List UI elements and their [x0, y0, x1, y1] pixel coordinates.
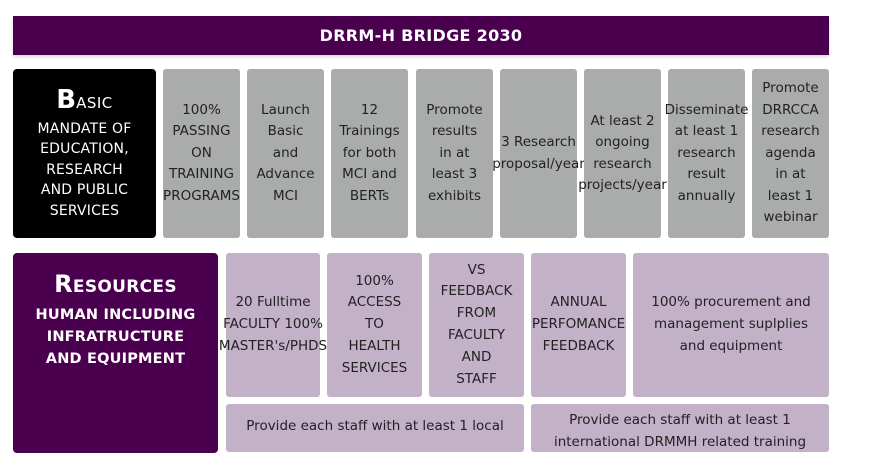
- basic-mandate-subtitle-line: MANDATE OF: [37, 120, 132, 137]
- resource-card-text: VS FEEDBACK FROM FACULTY AND STAFF: [440, 261, 513, 387]
- basic-card-trainings: 12 Trainings for both MCI and BERTs: [331, 69, 408, 238]
- resources-subtitle-line: INFRATRUCTURE: [46, 329, 185, 345]
- resource-card-procurement: 100% procurement and management suplplie…: [633, 253, 829, 397]
- resources-heading-rest: ESOURCES: [72, 277, 177, 297]
- resource-card-local-training: Provide each staff with at least 1 local: [226, 404, 524, 452]
- basic-card-text: Launch Basic and Advance MCI: [256, 101, 315, 204]
- resources-subtitle-line: AND EQUIPMENT: [45, 351, 186, 367]
- basic-card-text: Promote DRRCCA research agenda in at lea…: [761, 80, 820, 226]
- basic-mandate-heading-rest: ASIC: [76, 93, 113, 112]
- basic-card-text: 3 Research proposal/year: [492, 134, 585, 172]
- resource-card-health-access: 100% ACCESS TO HEALTH SERVICES: [327, 253, 422, 397]
- basic-card-research-projects: At least 2 ongoing research projects/yea…: [578, 69, 667, 238]
- basic-card-text: At least 2 ongoing research projects/yea…: [578, 112, 667, 194]
- resource-card-text: ANNUAL PERFOMANCE FEEDBACK: [531, 294, 626, 354]
- resource-card-annual-performance: ANNUAL PERFOMANCE FEEDBACK: [531, 253, 626, 397]
- basic-mandate-subtitle-line: EDUCATION,: [40, 141, 129, 158]
- basic-card-text: Promote results in at least 3 exhibits: [426, 101, 483, 204]
- basic-card-launch-mci: Launch Basic and Advance MCI: [247, 69, 324, 238]
- resource-card-text: 100% procurement and management suplplie…: [651, 294, 811, 354]
- basic-mandate-heading: BASIC: [56, 86, 113, 117]
- basic-card-research-proposal: 3 Research proposal/year: [492, 69, 585, 238]
- resources-subtitle-line: HUMAN INCLUDING: [35, 307, 196, 323]
- basic-mandate-subtitle-line: RESEARCH: [46, 161, 123, 178]
- basic-card-disseminate: Disseminate at least 1 research result a…: [665, 69, 748, 238]
- resource-card-text: Provide each staff with at least 1 local: [246, 418, 504, 434]
- resources-block: RESOURCES HUMAN INCLUDING INFRATRUCTURE …: [13, 253, 218, 453]
- resources-heading: RESOURCES: [13, 269, 218, 302]
- banner-title-text: DRRM-H BRIDGE 2030: [319, 26, 523, 45]
- basic-card-text: 12 Trainings for both MCI and BERTs: [339, 101, 400, 204]
- resource-card-international-training: Provide each staff with at least 1 inter…: [531, 404, 829, 452]
- banner-title: DRRM-H BRIDGE 2030: [13, 16, 829, 55]
- basic-mandate-block: BASIC MANDATE OF EDUCATION, RESEARCH AND…: [13, 69, 156, 238]
- basic-card-exhibits: Promote results in at least 3 exhibits: [416, 69, 493, 238]
- basic-card-passing: 100% PASSING ON TRAINING PROGRAMS: [163, 69, 240, 238]
- resource-card-text: Provide each staff with at least 1 inter…: [553, 412, 807, 450]
- resource-card-text: 100% ACCESS TO HEALTH SERVICES: [341, 272, 408, 376]
- basic-mandate-subtitle: MANDATE OF EDUCATION, RESEARCH AND PUBLI…: [37, 119, 131, 222]
- resource-card-faculty: 20 Fulltime FACULTY 100% MASTER's/PHDS: [219, 253, 327, 397]
- basic-card-text: Disseminate at least 1 research result a…: [664, 101, 749, 204]
- resources-initial: R: [54, 270, 73, 298]
- basic-mandate-initial: B: [56, 84, 77, 115]
- basic-mandate-subtitle-line: SERVICES: [49, 202, 120, 219]
- basic-card-text: 100% PASSING ON TRAINING PROGRAMS: [163, 101, 240, 204]
- basic-card-webinar: Promote DRRCCA research agenda in at lea…: [752, 69, 829, 238]
- resource-card-feedback: VS FEEDBACK FROM FACULTY AND STAFF: [429, 253, 524, 397]
- resource-card-text: 20 Fulltime FACULTY 100% MASTER's/PHDS: [218, 294, 328, 354]
- basic-mandate-subtitle-line: AND PUBLIC: [40, 182, 129, 199]
- resources-subtitle: HUMAN INCLUDING INFRATRUCTURE AND EQUIPM…: [13, 304, 218, 370]
